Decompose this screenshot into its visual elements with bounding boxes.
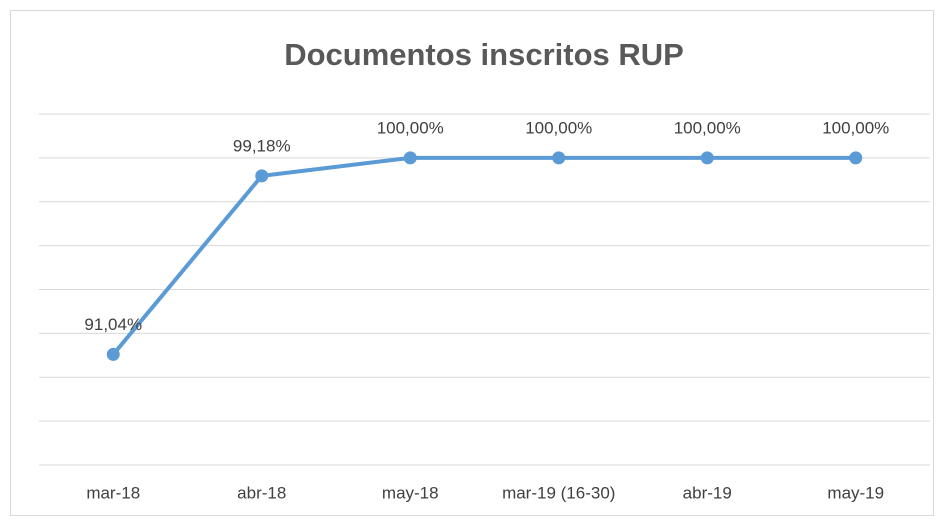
x-tick-label: abr-18 — [237, 483, 286, 502]
data-point — [106, 347, 120, 361]
chart-border — [10, 10, 934, 516]
x-tick-label: may-19 — [827, 483, 884, 502]
x-tick-label: may-18 — [382, 483, 439, 502]
data-point — [849, 151, 863, 165]
x-tick-label: mar-19 (16-30) — [502, 483, 615, 502]
data-point — [255, 169, 269, 183]
data-label: 100,00% — [674, 118, 741, 137]
data-label: 100,00% — [822, 118, 889, 137]
data-point — [700, 151, 714, 165]
x-tick-label: abr-19 — [683, 483, 732, 502]
data-point — [552, 151, 566, 165]
x-tick-label: mar-18 — [86, 483, 140, 502]
data-label: 91,04% — [84, 315, 142, 334]
data-label: 100,00% — [377, 118, 444, 137]
data-line — [111, 155, 856, 356]
data-label: 100,00% — [525, 118, 592, 137]
data-point — [403, 151, 417, 165]
data-label: 99,18% — [233, 136, 291, 155]
chart-title: Documentos inscritos RUP — [284, 37, 684, 72]
